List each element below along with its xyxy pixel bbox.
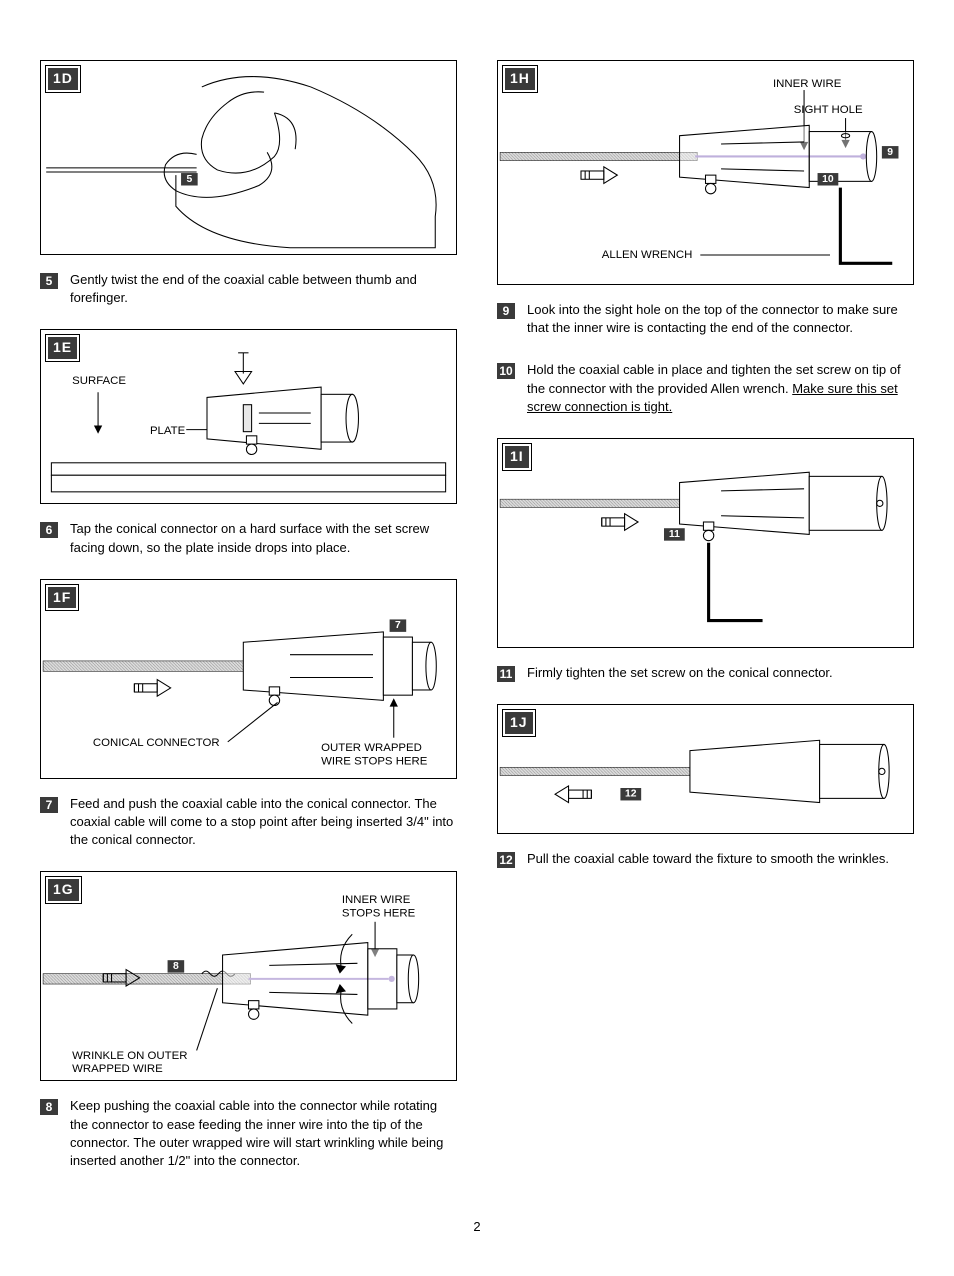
left-column: 1D 5 5 Gently twist the end of the coaxi… xyxy=(40,60,457,1178)
figure-1g-svg: INNER WIRE STOPS HERE xyxy=(41,872,456,1090)
figure-1d-svg: 5 xyxy=(41,61,456,263)
figure-label-1j: 1J xyxy=(502,709,536,737)
step-text-12: Pull the coaxial cable toward the fixtur… xyxy=(527,850,914,868)
step-5: 5 Gently twist the end of the coaxial ca… xyxy=(40,271,457,307)
step-10: 10 Hold the coaxial cable in place and t… xyxy=(497,361,914,416)
page-number: 2 xyxy=(40,1218,914,1236)
figure-label-1h: 1H xyxy=(502,65,538,93)
figure-label-1f: 1F xyxy=(45,584,79,612)
figure-1h-svg: INNER WIRE SIGHT HOLE xyxy=(498,61,913,294)
svg-text:8: 8 xyxy=(173,961,179,972)
svg-text:PLATE: PLATE xyxy=(150,425,186,437)
step-num-9: 9 xyxy=(497,303,515,319)
step-num-6: 6 xyxy=(40,522,58,538)
figure-1f: 1F xyxy=(40,579,457,779)
svg-text:WRINKLE ON OUTER: WRINKLE ON OUTER xyxy=(72,1050,187,1062)
figure-1j: 1J 12 xyxy=(497,704,914,834)
step-num-12: 12 xyxy=(497,852,515,868)
svg-text:WRAPPED WIRE: WRAPPED WIRE xyxy=(72,1064,163,1076)
svg-text:OUTER WRAPPED: OUTER WRAPPED xyxy=(321,742,422,754)
figure-label-1i: 1I xyxy=(502,443,532,471)
figure-1j-svg: 12 xyxy=(498,705,913,840)
figure-1i-svg: 11 xyxy=(498,439,913,657)
figure-1d: 1D 5 xyxy=(40,60,457,255)
step-text-7: Feed and push the coaxial cable into the… xyxy=(70,795,457,850)
step-12: 12 Pull the coaxial cable toward the fix… xyxy=(497,850,914,868)
step-num-11: 11 xyxy=(497,666,515,682)
svg-text:WIRE STOPS HERE: WIRE STOPS HERE xyxy=(321,755,428,767)
figure-label-1d: 1D xyxy=(45,65,81,93)
step-num-8: 8 xyxy=(40,1099,58,1115)
figure-label-1g: 1G xyxy=(45,876,82,904)
figure-label-1e: 1E xyxy=(45,334,80,362)
figure-1e-svg: SURFACE PLATE xyxy=(41,330,456,512)
step-8: 8 Keep pushing the coaxial cable into th… xyxy=(40,1097,457,1170)
step-text-6: Tap the conical connector on a hard surf… xyxy=(70,520,457,556)
step-text-9: Look into the sight hole on the top of t… xyxy=(527,301,914,337)
svg-text:STOPS HERE: STOPS HERE xyxy=(342,908,416,920)
step-num-7: 7 xyxy=(40,797,58,813)
page-columns: 1D 5 5 Gently twist the end of the coaxi… xyxy=(40,60,914,1178)
step-7: 7 Feed and push the coaxial cable into t… xyxy=(40,795,457,850)
step-num-5: 5 xyxy=(40,273,58,289)
figure-1h: 1H INNER WIRE SIGHT HOLE xyxy=(497,60,914,285)
right-column: 1H INNER WIRE SIGHT HOLE xyxy=(497,60,914,1178)
svg-text:CONICAL CONNECTOR: CONICAL CONNECTOR xyxy=(93,737,220,749)
step-11: 11 Firmly tighten the set screw on the c… xyxy=(497,664,914,682)
figure-1e: 1E SURFACE PLATE xyxy=(40,329,457,504)
figure-1i: 1I xyxy=(497,438,914,648)
step-text-11: Firmly tighten the set screw on the coni… xyxy=(527,664,914,682)
figure-1f-svg: 7 CONICAL CONNECTOR OUTER WRAPPED WIRE S… xyxy=(41,580,456,788)
svg-text:INNER WIRE: INNER WIRE xyxy=(773,78,842,90)
svg-text:SURFACE: SURFACE xyxy=(72,375,126,387)
step-text-10: Hold the coaxial cable in place and tigh… xyxy=(527,361,914,416)
svg-text:9: 9 xyxy=(887,147,893,158)
svg-text:7: 7 xyxy=(395,620,401,631)
step-num-10: 10 xyxy=(497,363,515,379)
step-text-8: Keep pushing the coaxial cable into the … xyxy=(70,1097,457,1170)
svg-text:INNER WIRE: INNER WIRE xyxy=(342,894,411,906)
step-6: 6 Tap the conical connector on a hard su… xyxy=(40,520,457,556)
figure-1g: 1G INNER WIRE STOPS HERE xyxy=(40,871,457,1081)
svg-text:11: 11 xyxy=(669,529,680,540)
step-9: 9 Look into the sight hole on the top of… xyxy=(497,301,914,337)
svg-text:ALLEN WRENCH: ALLEN WRENCH xyxy=(602,249,693,261)
svg-text:5: 5 xyxy=(186,174,192,185)
step-text-5: Gently twist the end of the coaxial cabl… xyxy=(70,271,457,307)
svg-text:10: 10 xyxy=(822,174,834,185)
svg-text:12: 12 xyxy=(625,789,637,800)
